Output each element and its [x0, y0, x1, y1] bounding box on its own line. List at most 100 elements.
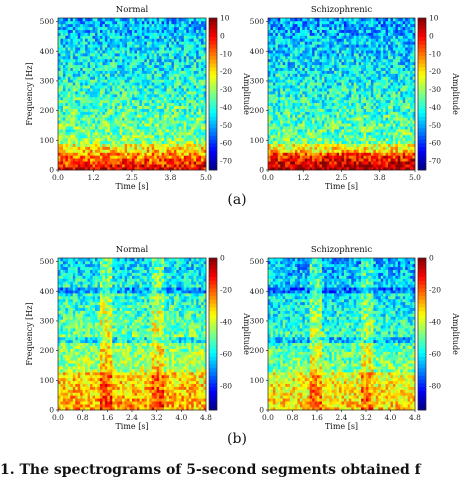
- heatmap-cell: [67, 143, 71, 147]
- heatmap-cell: [166, 96, 170, 101]
- heatmap-cell: [132, 47, 135, 51]
- x-tick-label: 2.5: [126, 173, 138, 182]
- heatmap-cell: [400, 105, 404, 109]
- heatmap-cell: [82, 158, 86, 162]
- heatmap-cell: [151, 23, 155, 28]
- heatmap-cell: [151, 155, 155, 159]
- heatmap-cell: [114, 152, 118, 156]
- heatmap-cell: [380, 88, 384, 92]
- heatmap-cell: [336, 132, 340, 136]
- heatmap-cell: [331, 164, 335, 168]
- heatmap-cell: [351, 126, 355, 130]
- heatmap-cell: [164, 105, 167, 109]
- heatmap-cell: [317, 123, 320, 127]
- heatmap-cell: [329, 117, 332, 121]
- heatmap-cell: [104, 167, 108, 171]
- heatmap-cell: [343, 164, 347, 168]
- heatmap-cell: [339, 132, 342, 136]
- heatmap-cell: [171, 137, 175, 142]
- heatmap-cell: [104, 44, 108, 48]
- heatmap-cell: [171, 108, 175, 112]
- heatmap-cell: [139, 152, 143, 156]
- heatmap-cell: [319, 167, 323, 171]
- heatmap-cell: [107, 88, 111, 92]
- heatmap-cell: [144, 99, 148, 104]
- heatmap-cell: [136, 143, 140, 147]
- heatmap-cell: [203, 129, 207, 133]
- heatmap-cell: [176, 158, 180, 162]
- heatmap-cell: [164, 29, 167, 33]
- heatmap-cell: [353, 111, 357, 115]
- heatmap-cell: [134, 38, 138, 42]
- heatmap-cell: [334, 111, 337, 115]
- heatmap-cell: [334, 91, 337, 95]
- heatmap-cell: [358, 94, 362, 98]
- heatmap-cell: [72, 82, 76, 86]
- heatmap-cell: [72, 114, 76, 118]
- heatmap-cell: [277, 152, 281, 156]
- heatmap-cell: [136, 137, 140, 142]
- heatmap-cell: [348, 88, 352, 92]
- heatmap-cell: [122, 161, 125, 165]
- heatmap-cell: [144, 146, 148, 150]
- heatmap-cell: [90, 58, 93, 63]
- heatmap-cell: [149, 132, 153, 136]
- heatmap-cell: [375, 126, 379, 130]
- heatmap-cell: [169, 67, 172, 71]
- heatmap-cell: [176, 149, 180, 153]
- heatmap-cell: [85, 41, 88, 45]
- heatmap-cell: [151, 29, 155, 33]
- heatmap-cell: [272, 129, 276, 133]
- heatmap-cell: [275, 143, 279, 147]
- heatmap-cell: [317, 108, 320, 112]
- heatmap-cell: [136, 79, 140, 83]
- heatmap-cell: [117, 167, 120, 171]
- heatmap-cell: [171, 56, 175, 60]
- heatmap-cell: [181, 158, 185, 162]
- heatmap-cell: [141, 88, 145, 92]
- heatmap-cell: [346, 94, 350, 98]
- heatmap-cell: [302, 146, 306, 150]
- heatmap-cell: [67, 120, 71, 124]
- heatmap-cell: [186, 70, 190, 74]
- heatmap-cell: [149, 114, 153, 118]
- heatmap-cell: [198, 18, 202, 22]
- heatmap-cell: [363, 88, 367, 92]
- heatmap-cell: [171, 76, 175, 80]
- heatmap-cell: [407, 155, 411, 159]
- heatmap-cell: [112, 23, 116, 28]
- heatmap-cell: [104, 164, 108, 168]
- heatmap-cell: [299, 102, 303, 106]
- heatmap-cell: [343, 94, 347, 98]
- heatmap-cell: [275, 152, 279, 156]
- heatmap-cell: [392, 117, 396, 121]
- heatmap-cell: [348, 167, 352, 171]
- heatmap-cell: [151, 85, 155, 89]
- heatmap-cell: [85, 29, 88, 33]
- heatmap-cell: [136, 70, 140, 74]
- heatmap-cell: [282, 117, 286, 121]
- heatmap-cell: [67, 108, 71, 112]
- heatmap-cell: [275, 96, 279, 101]
- heatmap-cell: [178, 53, 182, 57]
- heatmap-cell: [134, 61, 138, 66]
- heatmap-cell: [80, 158, 83, 162]
- heatmap-cell: [99, 102, 103, 106]
- heatmap-cell: [196, 158, 199, 162]
- heatmap-cell: [294, 167, 298, 171]
- heatmap-cell: [314, 134, 318, 139]
- heatmap-cell: [198, 96, 202, 101]
- heatmap-cell: [292, 91, 296, 95]
- heatmap-cell: [390, 123, 394, 127]
- heatmap-cell: [390, 155, 394, 159]
- heatmap-cell: [149, 167, 153, 171]
- heatmap-cell: [173, 35, 177, 39]
- heatmap-cell: [62, 155, 66, 159]
- heatmap-cell: [67, 91, 71, 95]
- heatmap-cell: [181, 126, 185, 130]
- heatmap-cell: [319, 132, 323, 136]
- heatmap-cell: [290, 82, 293, 86]
- heatmap-cell: [198, 161, 202, 165]
- heatmap-cell: [119, 120, 123, 124]
- heatmap-cell: [87, 70, 91, 74]
